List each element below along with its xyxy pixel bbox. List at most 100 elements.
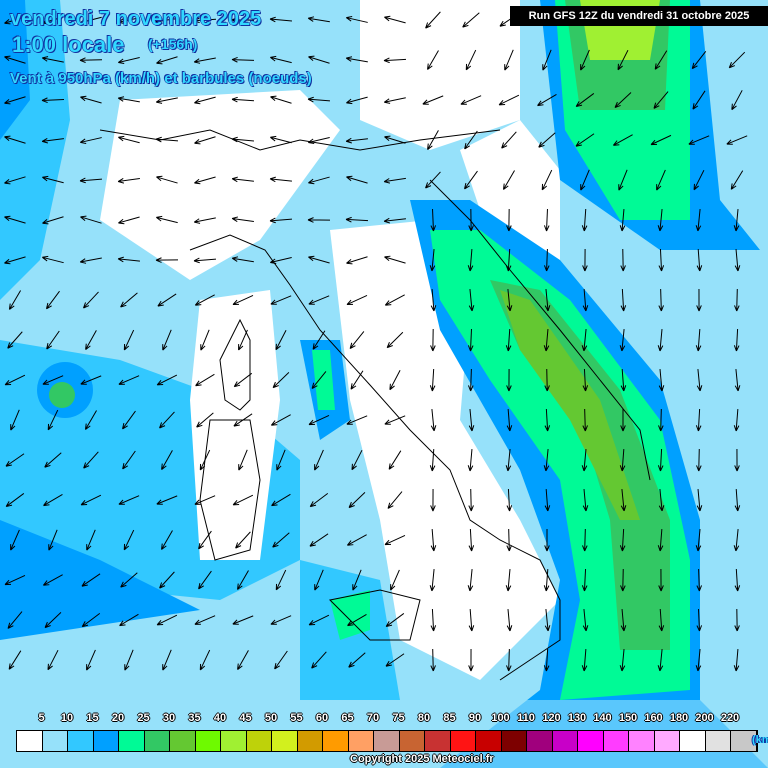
wind-arrow — [734, 448, 740, 472]
wind-arrow — [543, 208, 550, 232]
wind-arrow — [505, 568, 512, 592]
wind-arrow — [120, 572, 138, 588]
wind-arrow — [194, 294, 215, 306]
legend-swatch — [246, 731, 272, 751]
wind-arrow — [733, 209, 740, 232]
wind-arrow — [384, 135, 406, 144]
legend-label: 160 — [644, 712, 663, 724]
wind-arrow — [199, 449, 211, 471]
legend-unit: (km/h) — [752, 734, 768, 746]
legend-swatch — [119, 731, 145, 751]
legend-label: 65 — [341, 712, 354, 724]
wind-arrow — [270, 135, 292, 144]
wind-arrow — [429, 249, 436, 272]
wind-arrow — [195, 373, 215, 387]
wind-arrow — [231, 136, 255, 143]
wind-arrow — [159, 411, 175, 429]
wind-arrow — [193, 217, 216, 224]
wind-arrow — [314, 569, 324, 591]
wind-arrow — [538, 132, 556, 148]
wind-arrow — [506, 528, 512, 552]
wind-arrow — [537, 93, 557, 107]
wind-arrow — [695, 529, 702, 552]
legend-swatch — [501, 731, 527, 751]
wind-arrow — [734, 488, 741, 512]
wind-arrow — [345, 137, 368, 144]
legend-label: 90 — [468, 712, 482, 724]
wind-arrow — [156, 614, 178, 626]
wind-arrow — [269, 217, 293, 224]
wind-arrow — [308, 295, 330, 305]
wind-arrow — [468, 409, 475, 432]
wind-arrow — [582, 288, 589, 312]
wind-arrow — [505, 328, 512, 352]
legend-label: 70 — [366, 712, 380, 724]
wind-arrow — [691, 51, 707, 70]
wind-arrow — [42, 16, 64, 25]
wind-arrow — [311, 371, 327, 389]
legend-swatch — [272, 731, 298, 751]
wind-arrow — [117, 256, 140, 263]
wind-arrow — [156, 175, 178, 184]
wind-arrow — [308, 614, 330, 626]
wind-arrow — [502, 170, 515, 190]
wind-arrow — [430, 528, 437, 552]
wind-arrow — [271, 493, 291, 507]
wind-arrow — [620, 489, 627, 512]
color-legend — [16, 730, 758, 752]
wind-arrow — [733, 648, 740, 672]
wind-arrow — [620, 608, 627, 632]
wind-arrow — [84, 410, 97, 430]
wind-arrow — [619, 208, 626, 232]
wind-arrow — [42, 216, 64, 225]
wind-arrow — [430, 208, 437, 232]
wind-arrow — [383, 177, 406, 184]
wind-arrow — [383, 57, 407, 64]
wind-arrow — [695, 328, 702, 352]
wind-arrow — [580, 169, 590, 191]
wind-arrow — [193, 57, 216, 64]
legend-swatch — [705, 731, 731, 751]
legend-swatch — [654, 731, 680, 751]
wind-arrow — [157, 293, 177, 307]
wind-arrow — [504, 49, 514, 71]
wind-arrow — [658, 408, 664, 432]
wind-arrow — [620, 568, 626, 592]
wind-arrow — [193, 257, 217, 264]
wind-arrow — [155, 17, 178, 24]
wind-arrow — [505, 248, 512, 272]
wind-arrow — [80, 95, 102, 104]
legend-swatch — [425, 731, 451, 751]
wind-arrow — [193, 17, 217, 24]
wind-arrow — [619, 528, 626, 552]
wind-arrow — [231, 56, 255, 63]
wind-arrow — [4, 574, 26, 586]
wind-arrow — [269, 256, 292, 265]
wind-arrow — [692, 90, 706, 110]
wind-arrow — [425, 171, 441, 189]
legend-label: 80 — [417, 712, 431, 724]
wind-arrow — [429, 368, 436, 392]
legend-label: 75 — [392, 712, 405, 724]
wind-arrow — [117, 56, 140, 65]
wind-arrow — [460, 95, 482, 105]
wind-arrow — [696, 448, 702, 472]
wind-arrow — [45, 290, 60, 310]
wind-arrow — [8, 650, 22, 670]
wind-arrow — [619, 448, 626, 472]
wind-arrow — [307, 96, 331, 103]
wind-arrow — [47, 409, 59, 431]
legend-swatch — [170, 731, 196, 751]
wind-arrow — [383, 217, 406, 224]
wind-arrow — [231, 216, 254, 223]
wind-arrow — [314, 449, 324, 471]
wind-arrow — [83, 451, 99, 469]
wind-arrow — [122, 450, 136, 470]
wind-arrow — [79, 257, 102, 264]
wind-arrow — [384, 415, 406, 425]
wind-arrow — [620, 248, 626, 272]
wind-arrow — [348, 492, 366, 509]
wind-arrow — [543, 248, 550, 272]
wind-arrow — [231, 96, 255, 103]
wind-arrow — [117, 17, 140, 24]
